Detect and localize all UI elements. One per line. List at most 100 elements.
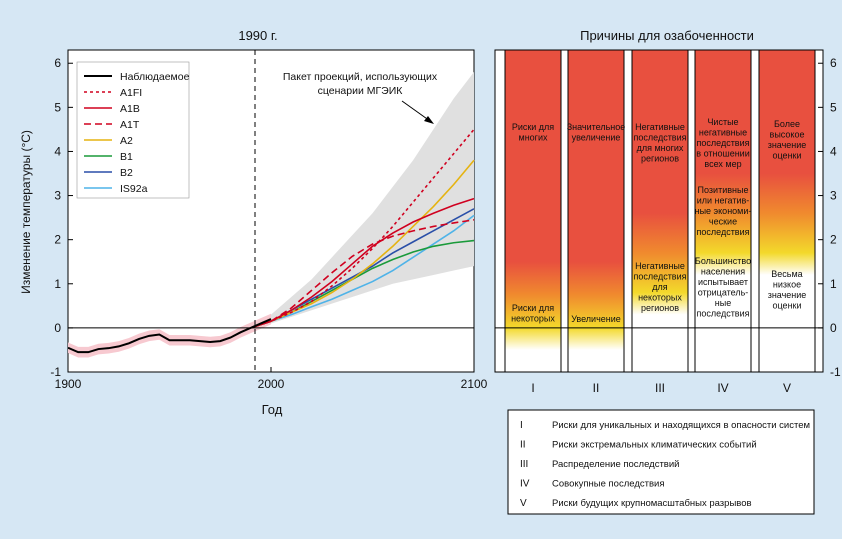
y-tick-label: 6: [54, 56, 61, 70]
bar-top-text: для многих: [637, 143, 684, 153]
right-y-tick-label: 2: [830, 233, 837, 247]
legend-label: B2: [120, 167, 133, 179]
legend-label: A1B: [120, 103, 140, 115]
bar-numeral: V: [783, 381, 791, 395]
bar-bottom-text: Риски для: [512, 303, 554, 313]
bar-bottom-text: некоторых: [511, 314, 555, 324]
reasons-key-rows: I Риски для уникальных и находящихся в оп…: [520, 420, 810, 509]
bar-bottom-text: некоторых: [638, 293, 682, 303]
reason-bar-I: [504, 49, 562, 373]
series-line-is92a: [250, 214, 475, 329]
bar-top-text: значение: [768, 140, 807, 150]
x-tick-label: 2000: [258, 377, 285, 391]
bar-bottom-text: низкое: [773, 280, 801, 290]
y-tick-label: 5: [54, 100, 61, 114]
key-numeral: I: [520, 420, 523, 431]
bar-top-text: Более: [774, 119, 800, 129]
bar-top-text: многих: [519, 133, 548, 143]
bar-top-text: всех мер: [704, 159, 741, 169]
reason-bar-V: [758, 49, 816, 373]
bar-bottom-text: последствия: [634, 272, 687, 282]
annotation-line-2: сценарии МГЭИК: [318, 85, 404, 97]
key-description: Риски для уникальных и находящихся в опа…: [552, 420, 810, 431]
reason-bar-II: [567, 49, 625, 373]
x-axis-title: Год: [262, 402, 283, 417]
y-tick-label: 0: [54, 321, 61, 335]
bar-middle-text: или негатив-: [697, 196, 750, 206]
right-y-tick-label: 0: [830, 321, 837, 335]
annotation-arrow: [401, 100, 431, 122]
bar-middle-text: ные экономи-: [695, 206, 752, 216]
bar-middle-text: последствия: [697, 227, 750, 237]
bar-numeral: III: [655, 381, 665, 395]
key-numeral: V: [520, 498, 527, 509]
right-y-tick-label: 6: [830, 56, 837, 70]
bar-top-text: последствия: [634, 133, 687, 143]
y-axis-title: Изменение температуры (°C): [19, 130, 33, 294]
series-line-a2: [250, 159, 475, 329]
series-line-a1t: [250, 219, 475, 329]
key-numeral: II: [520, 440, 526, 451]
bar-top-text: увеличение: [572, 133, 621, 143]
reasons-key-table: [507, 409, 815, 515]
bar-bottom-text: населения: [701, 267, 745, 277]
bar-top-text: высокое: [770, 130, 805, 140]
series-line-a1fi: [250, 128, 475, 329]
bar-bottom-text: регионов: [641, 303, 679, 313]
bar-bottom-text: испытывает: [698, 277, 748, 287]
x-tick-label: 1900: [55, 377, 82, 391]
legend-box: [76, 61, 190, 199]
y-tick-label: 2: [54, 233, 61, 247]
y-tick-label: -1: [50, 365, 61, 379]
bar-top-text: негативные: [699, 128, 747, 138]
bar-numeral: II: [593, 381, 600, 395]
series-line-наблюдаемое: [67, 318, 272, 354]
legend-label: A2: [120, 135, 133, 147]
bar-numerals: I II III IV V: [531, 381, 791, 395]
right-axis-ticks: -1 0 1 2 3 4 5 6: [818, 56, 841, 379]
reason-bar-III: [631, 49, 689, 373]
right-y-tick-label: 4: [830, 144, 837, 158]
bar-bottom-text: для: [652, 282, 668, 292]
bar-bottom-text: Весьма: [771, 269, 802, 279]
key-description: Распределение последствий: [552, 459, 679, 470]
key-numeral: III: [520, 459, 528, 470]
reason-bar-IV: [694, 49, 752, 373]
right-y-tick-label: 5: [830, 100, 837, 114]
bar-bottom-text: отрицатель-: [698, 288, 749, 298]
bar-top-text: регионов: [641, 154, 679, 164]
reasons-bars-layer: [504, 49, 816, 373]
key-numeral: IV: [520, 479, 530, 490]
legend-label: IS92a: [120, 183, 148, 195]
series-layer: [67, 128, 475, 354]
legend-label: Наблюдаемое: [120, 71, 190, 83]
bar-middle-text: Позитивные: [698, 185, 749, 195]
right-chart-title: Причины для озабоченности: [580, 28, 754, 43]
bar-top-text: в отношении: [696, 149, 749, 159]
key-description: Совокупные последствия: [552, 479, 664, 490]
annotation-arrowhead: [424, 116, 434, 124]
bar-top-text: последствия: [697, 138, 750, 148]
key-description: Риски экстремальных климатических событи…: [552, 440, 757, 451]
series-line-a1b: [250, 197, 475, 329]
x-tick-label: 2100: [461, 377, 488, 391]
key-description: Риски будущих крупномасштабных разрывов: [552, 498, 752, 509]
right-y-tick-label: 3: [830, 189, 837, 203]
legend-label: B1: [120, 151, 133, 163]
right-y-tick-label: 1: [830, 277, 837, 291]
bar-top-text: Риски для: [512, 122, 554, 132]
legend-label: A1FI: [120, 87, 142, 99]
bar-middle-text: ческие: [709, 217, 737, 227]
reference-year-label: 1990 г.: [238, 28, 277, 43]
bar-bottom-text: значение: [768, 290, 807, 300]
bar-bottom-text: Большинство: [695, 256, 751, 266]
bar-top-text: Значительное: [567, 122, 626, 132]
bar-numeral: I: [531, 381, 534, 395]
bar-bottom-text: оценки: [773, 301, 802, 311]
y-tick-label: 4: [54, 144, 61, 158]
bar-top-text: Негативные: [635, 122, 685, 132]
bar-bottom-text: Негативные: [635, 261, 685, 271]
